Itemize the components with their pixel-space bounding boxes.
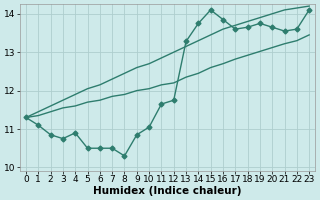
X-axis label: Humidex (Indice chaleur): Humidex (Indice chaleur) (93, 186, 242, 196)
